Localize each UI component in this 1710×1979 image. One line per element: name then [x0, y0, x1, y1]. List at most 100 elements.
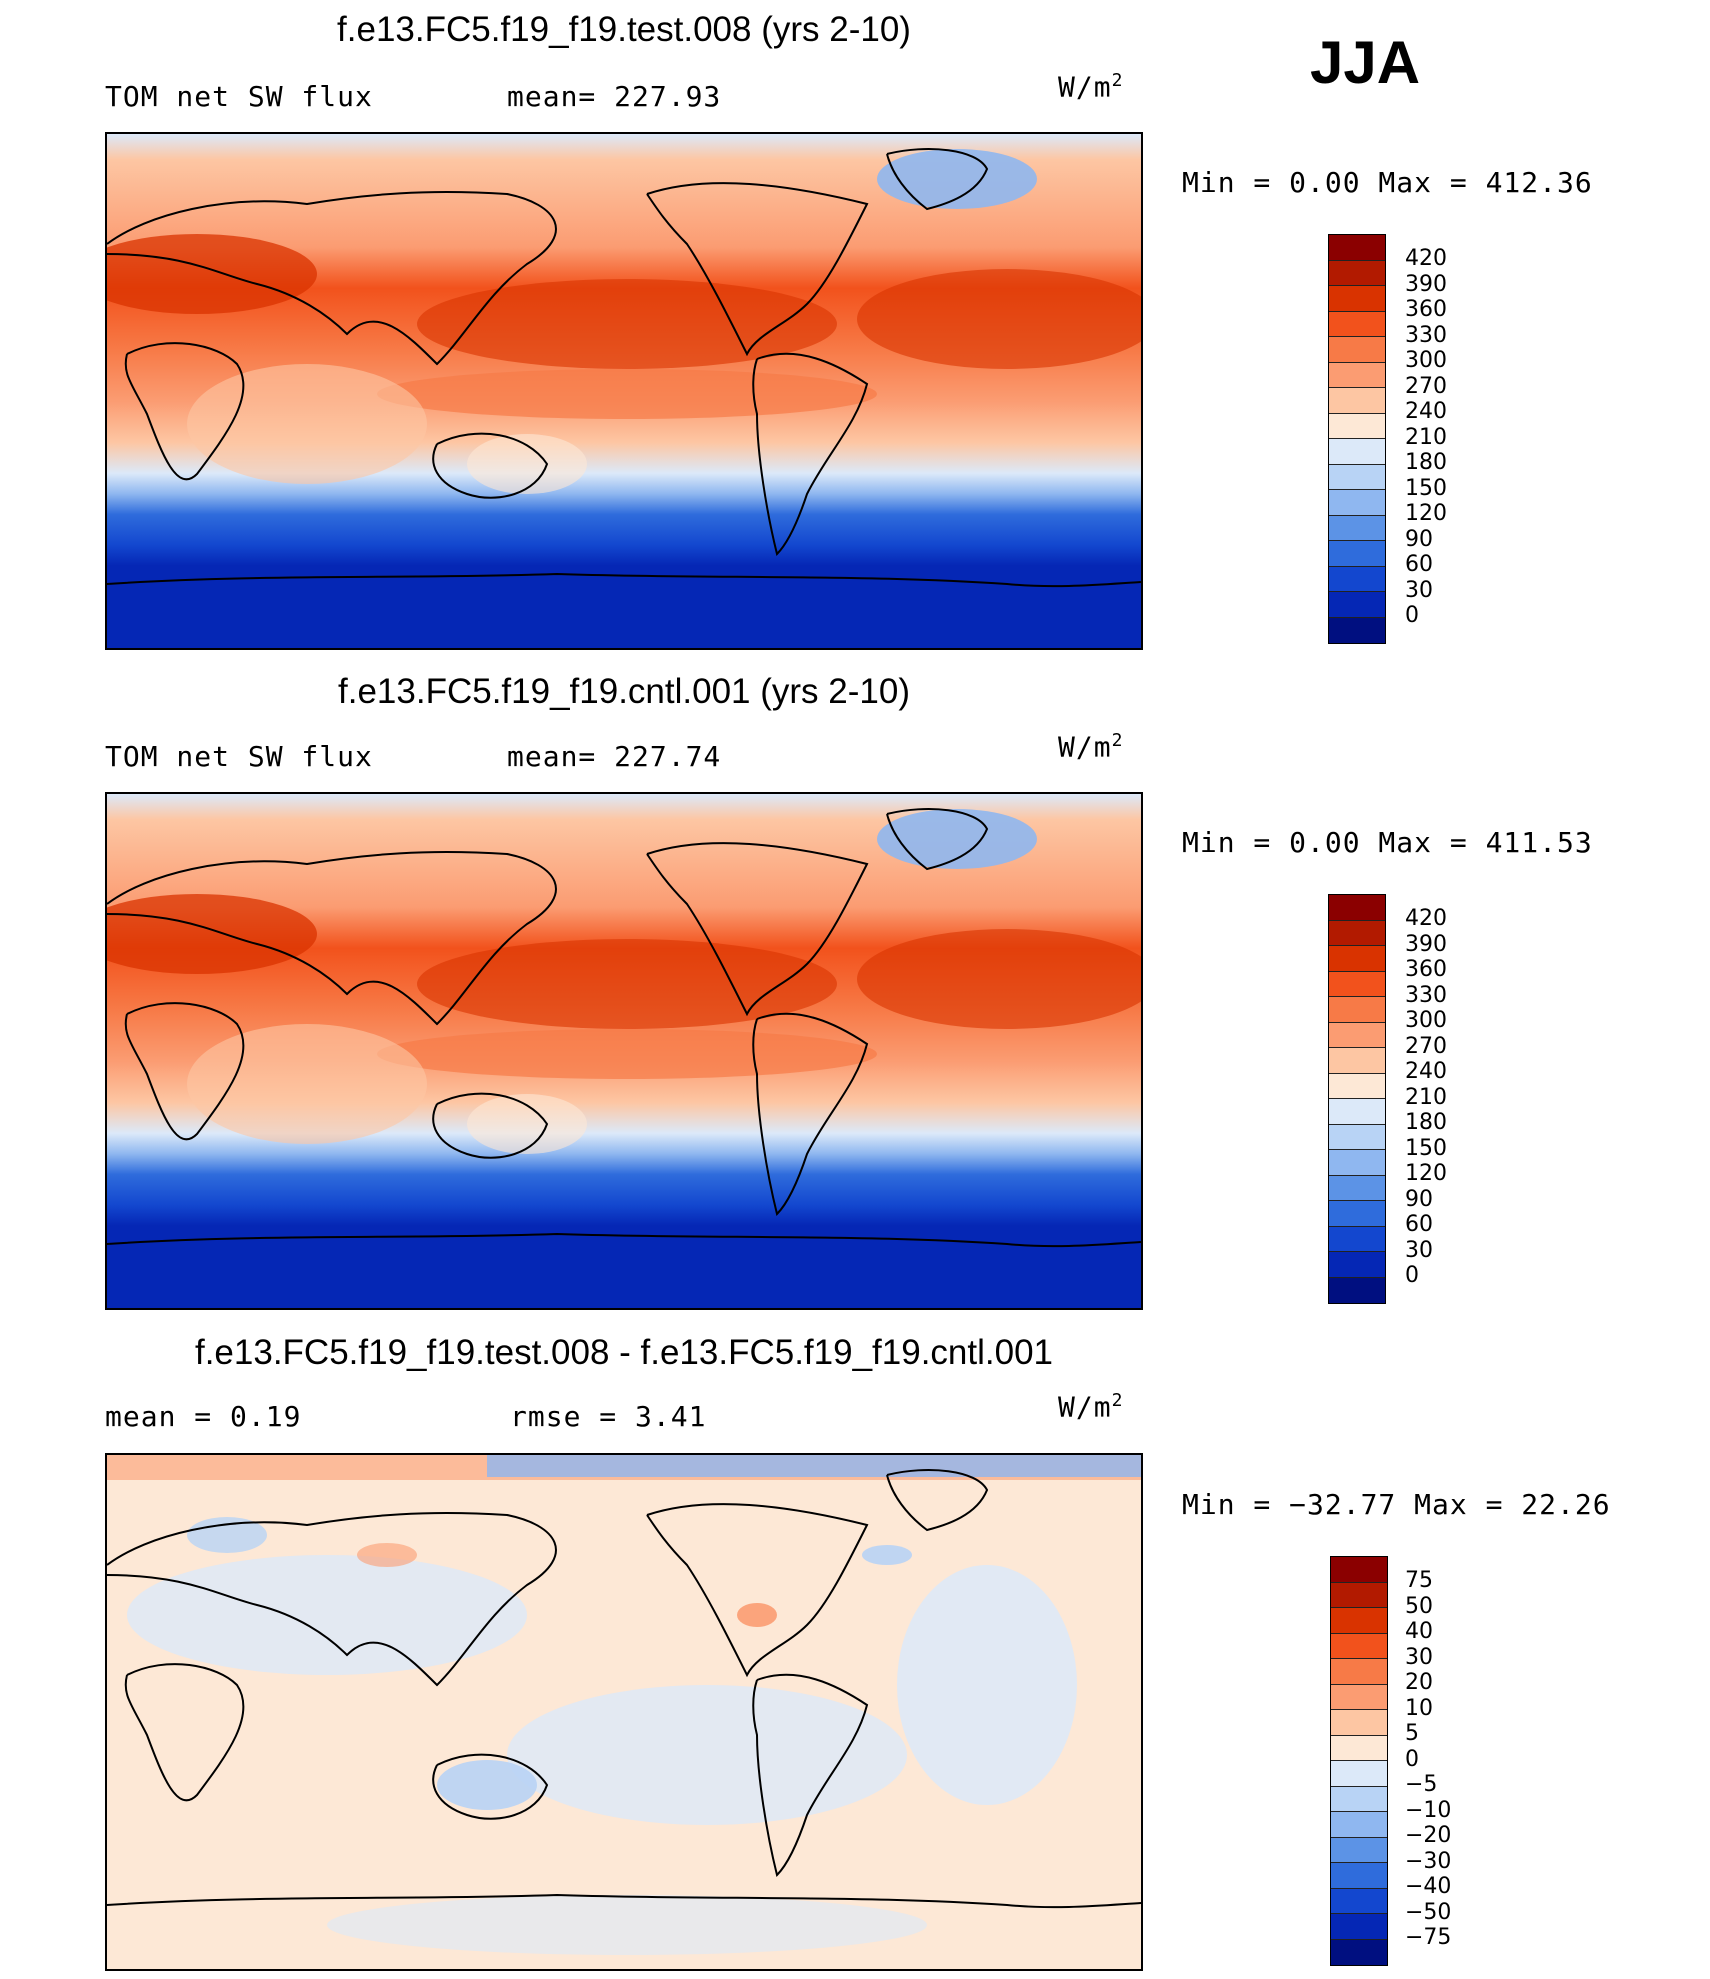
colorbar-tick-label: −75 [1405, 1925, 1452, 1950]
panel-2-colorbar-swatch [1329, 1022, 1385, 1048]
colorbar-tick-label: 20 [1405, 1670, 1433, 1695]
season-label: JJA [1310, 29, 1421, 96]
panel-1-colorbar-swatch [1329, 515, 1385, 541]
colorbar-tick-label: 120 [1405, 501, 1447, 526]
panel-3-minmax: Min = −32.77 Max = 22.26 [1182, 1488, 1611, 1521]
panel-2-colorbar-swatch [1329, 997, 1385, 1023]
colorbar-tick-label: 270 [1405, 1033, 1447, 1059]
panel-3-mean-label: mean = 0.19 [105, 1400, 302, 1433]
colorbar-tick-label: 60 [1405, 552, 1433, 577]
panel-1-colorbar-swatch [1329, 388, 1385, 414]
colorbar-tick-label: 150 [1405, 1135, 1447, 1161]
panel-3-colorbar [1330, 1556, 1388, 1966]
panel-1-colorbar-swatch [1329, 439, 1385, 465]
panel-3-colorbar-swatch [1331, 1582, 1387, 1608]
colorbar-tick-label: 0 [1405, 1263, 1419, 1288]
colorbar-tick-label: 30 [1405, 577, 1433, 603]
panel-1-units: W/m2 [1058, 70, 1124, 104]
panel-1-variable-label: TOM net SW flux [105, 80, 373, 113]
panel-2-colorbar-swatch [1329, 1150, 1385, 1176]
colorbar-tick-label: 40 [1405, 1619, 1433, 1644]
colorbar-tick-label: 120 [1405, 1161, 1447, 1186]
panel-2-colorbar-swatch [1329, 1226, 1385, 1252]
colorbar-tick-label: 5 [1405, 1721, 1419, 1746]
panel-2-colorbar-swatch [1329, 1073, 1385, 1099]
colorbar-tick-label: 0 [1405, 1746, 1419, 1772]
panel-3-rmse-label: rmse = 3.41 [510, 1400, 707, 1433]
panel-1-colorbar-swatch [1329, 541, 1385, 567]
colorbar-tick-label: 330 [1405, 322, 1447, 348]
panel-2-colorbar-swatch [1329, 1175, 1385, 1201]
panel-2-colorbar-swatch [1329, 920, 1385, 946]
colorbar-tick-label: 390 [1405, 271, 1447, 297]
colorbar-tick-label: 360 [1405, 297, 1447, 322]
panel-3-colorbar-swatch [1331, 1735, 1387, 1761]
panel-2-colorbar-swatch [1329, 1124, 1385, 1150]
panel-2-map [105, 792, 1143, 1310]
colorbar-tick-label: 300 [1405, 348, 1447, 373]
colorbar-tick-label: 180 [1405, 450, 1447, 475]
panel-3-colorbar-swatch [1331, 1939, 1387, 1965]
panel-1-colorbar-swatch [1329, 337, 1385, 363]
panel-3-colorbar-swatch [1331, 1914, 1387, 1940]
panel-3-colorbar-swatch [1331, 1837, 1387, 1863]
panel-3-colorbar-labels: 75 50 40 30 20 10 5 0 −5 −10 −20 −30 −40… [1405, 1568, 1451, 1951]
panel-2-map-graphic [107, 794, 1141, 1308]
panel-3-colorbar-swatch [1331, 1888, 1387, 1914]
panel-3-colorbar-swatch [1331, 1761, 1387, 1787]
panel-2-title: f.e13.FC5.f19_f19.cntl.001 (yrs 2-10) [338, 672, 910, 711]
colorbar-tick-label: 420 [1405, 906, 1447, 931]
colorbar-tick-label: 240 [1405, 1059, 1447, 1084]
panel-1-colorbar-swatch [1329, 413, 1385, 439]
panel-1-mean-label: mean= 227.93 [507, 80, 722, 113]
panel-2-colorbar-swatch [1329, 1201, 1385, 1227]
colorbar-tick-label: 90 [1405, 526, 1433, 552]
panel-1-colorbar-swatch [1329, 286, 1385, 312]
colorbar-tick-label: −40 [1405, 1874, 1452, 1899]
panel-1-colorbar-swatch [1329, 235, 1385, 261]
panel-3-colorbar-swatch [1331, 1684, 1387, 1710]
panel-1-colorbar-swatch [1329, 592, 1385, 618]
panel-2-colorbar-swatch [1329, 946, 1385, 972]
colorbar-tick-label: 360 [1405, 957, 1447, 982]
colorbar-tick-label: 150 [1405, 475, 1447, 501]
colorbar-tick-label: 270 [1405, 373, 1447, 399]
panel-3-colorbar-swatch [1331, 1786, 1387, 1812]
colorbar-tick-label: 210 [1405, 1084, 1447, 1110]
panel-1-colorbar-swatch [1329, 260, 1385, 286]
colorbar-tick-label: 0 [1405, 603, 1419, 628]
colorbar-tick-label: −20 [1405, 1823, 1452, 1848]
panel-2-colorbar [1328, 894, 1386, 1304]
panel-3-colorbar-swatch [1331, 1812, 1387, 1838]
panel-1-colorbar-swatch [1329, 617, 1385, 643]
colorbar-tick-label: −50 [1405, 1899, 1452, 1925]
colorbar-tick-label: 30 [1405, 1644, 1433, 1670]
colorbar-tick-label: 390 [1405, 931, 1447, 957]
panel-3-title: f.e13.FC5.f19_f19.test.008 - f.e13.FC5.f… [194, 1333, 1054, 1372]
panel-1-map [105, 132, 1143, 650]
panel-1-colorbar-swatch [1329, 311, 1385, 337]
colorbar-tick-label: 30 [1405, 1237, 1433, 1263]
panel-1-colorbar-swatch [1329, 362, 1385, 388]
panel-3-map-graphic [107, 1455, 1141, 1969]
panel-2-mean-label: mean= 227.74 [507, 740, 722, 773]
colorbar-tick-label: 210 [1405, 424, 1447, 450]
colorbar-tick-label: 180 [1405, 1110, 1447, 1135]
panel-2-colorbar-labels: 420 390 360 330 300 270 240 210 180 150 … [1405, 906, 1447, 1289]
colorbar-tick-label: 75 [1405, 1568, 1433, 1593]
panel-2-units: W/m2 [1058, 730, 1124, 764]
panel-2-colorbar-swatch [1329, 895, 1385, 921]
panel-3-colorbar-swatch [1331, 1633, 1387, 1659]
colorbar-tick-label: −30 [1405, 1848, 1452, 1874]
panel-2-minmax: Min = 0.00 Max = 411.53 [1182, 826, 1593, 859]
panel-1-colorbar-labels: 420 390 360 330 300 270 240 210 180 150 … [1405, 246, 1447, 629]
panel-3-colorbar-swatch [1331, 1710, 1387, 1736]
colorbar-tick-label: −5 [1405, 1772, 1438, 1797]
colorbar-tick-label: 90 [1405, 1186, 1433, 1212]
panel-1-colorbar-swatch [1329, 566, 1385, 592]
panel-2-colorbar-swatch [1329, 1048, 1385, 1074]
panel-1-minmax: Min = 0.00 Max = 412.36 [1182, 166, 1593, 199]
panel-3-colorbar-swatch [1331, 1557, 1387, 1583]
panel-3-units: W/m2 [1058, 1390, 1124, 1424]
colorbar-tick-label: 300 [1405, 1008, 1447, 1033]
